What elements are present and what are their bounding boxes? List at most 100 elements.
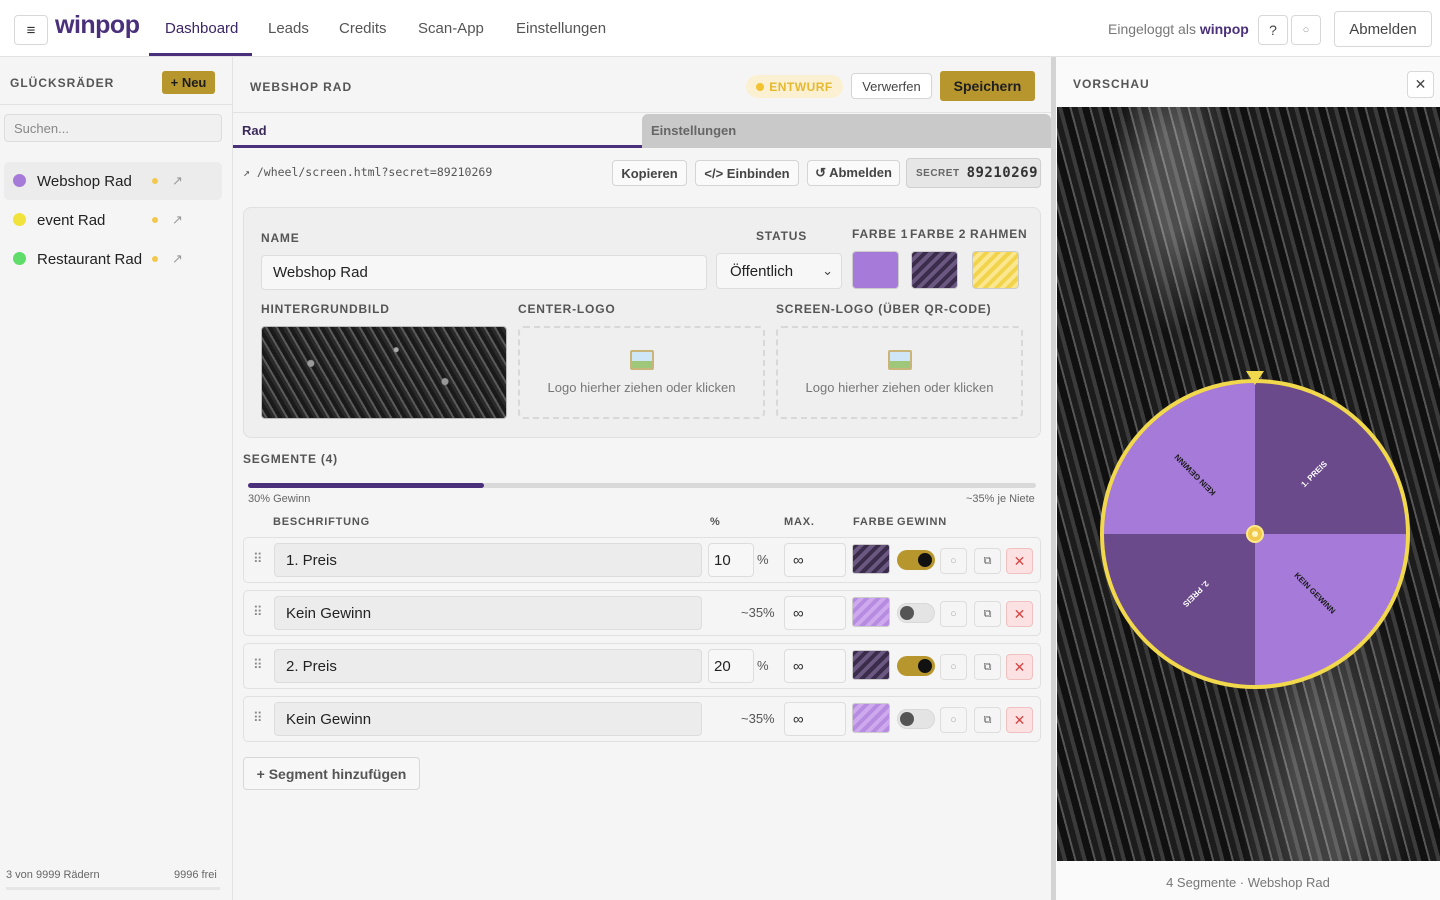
- win-toggle[interactable]: [897, 550, 935, 570]
- drag-handle-icon[interactable]: ⠿: [253, 551, 263, 566]
- divider: [0, 104, 232, 105]
- wheel-segment: [1102, 381, 1255, 534]
- wheel-segment: [1102, 534, 1255, 687]
- image-upload-icon[interactable]: ○: [940, 707, 967, 733]
- frame-color-swatch[interactable]: [972, 251, 1019, 289]
- color1-swatch[interactable]: [852, 251, 899, 289]
- wheel-color-dot: [13, 252, 26, 265]
- max-input[interactable]: ∞: [784, 543, 846, 577]
- username: winpop: [1199, 21, 1249, 37]
- resize-handle[interactable]: [1051, 57, 1056, 900]
- image-upload-icon[interactable]: ○: [940, 601, 967, 627]
- wheel-item-restaurant[interactable]: Restaurant Rad ↗: [4, 240, 222, 278]
- divider: [233, 112, 1051, 113]
- tab-rad[interactable]: Rad: [233, 114, 642, 148]
- status-select[interactable]: Öffentlich ⌄: [716, 253, 842, 289]
- toggle-knob: [900, 606, 914, 620]
- segments-title: SEGMENTE (4): [243, 452, 338, 466]
- max-input[interactable]: ∞: [784, 596, 846, 630]
- percent-symbol: %: [757, 658, 769, 673]
- background-image-thumbnail[interactable]: [261, 326, 507, 419]
- preview-panel: VORSCHAU ✕ 1. PREIS KEIN GEWINN 2. PREIS KE…: [1056, 57, 1440, 900]
- top-bar: ≡ winpop Dashboard Leads Credits Scan-Ap…: [0, 0, 1440, 57]
- sidebar: GLÜCKSRÄDER + Neu Webshop Rad ↗ event Ra…: [0, 57, 233, 900]
- win-probability-fill: [248, 483, 485, 488]
- logo[interactable]: winpop: [55, 11, 140, 39]
- duplicate-icon[interactable]: ⧉: [974, 707, 1001, 733]
- search-input[interactable]: [4, 114, 222, 142]
- screen-logout-button[interactable]: ↺ Abmelden: [807, 160, 900, 186]
- drag-handle-icon[interactable]: ⠿: [253, 657, 263, 672]
- open-link-icon[interactable]: ↗: [172, 212, 183, 227]
- screen-logo-label: SCREEN-LOGO (ÜBER QR-CODE): [776, 302, 992, 316]
- wheel-item-label: Webshop Rad: [37, 173, 132, 190]
- active-nav-indicator: [149, 53, 252, 56]
- screen-url[interactable]: ↗ /wheel/screen.html?secret=89210269: [243, 165, 493, 179]
- max-input[interactable]: ∞: [784, 702, 846, 736]
- color2-label: FARBE 2: [910, 227, 967, 241]
- nav-leads[interactable]: Leads: [268, 20, 309, 37]
- percent-input[interactable]: 20: [708, 649, 754, 683]
- center-logo-dropzone[interactable]: Logo hierher ziehen oder klicken: [518, 326, 765, 419]
- status-badge: ENTWURF: [746, 75, 843, 98]
- wheel-color-dot: [13, 213, 26, 226]
- menu-icon: ≡: [26, 21, 36, 39]
- segment-color-swatch[interactable]: [852, 650, 890, 680]
- segment-label-input[interactable]: Kein Gewinn: [274, 702, 702, 736]
- nav-dashboard[interactable]: Dashboard: [165, 20, 239, 37]
- delete-icon[interactable]: ✕: [1006, 548, 1033, 574]
- segment-color-swatch[interactable]: [852, 597, 890, 627]
- percent-input[interactable]: 10: [708, 543, 754, 577]
- col-header-pct: %: [710, 516, 721, 528]
- close-preview-button[interactable]: ✕: [1407, 71, 1434, 98]
- wheels-free: 9996 frei: [174, 869, 217, 881]
- nav-scan-app[interactable]: Scan-App: [418, 20, 484, 37]
- segment-color-swatch[interactable]: [852, 544, 890, 574]
- discard-button[interactable]: Verwerfen: [851, 73, 932, 99]
- drag-handle-icon[interactable]: ⠿: [253, 604, 263, 619]
- screen-logo-dropzone[interactable]: Logo hierher ziehen oder klicken: [776, 326, 1023, 419]
- delete-icon[interactable]: ✕: [1006, 707, 1033, 733]
- new-wheel-button[interactable]: + Neu: [162, 71, 215, 94]
- theme-toggle-button[interactable]: ○: [1291, 15, 1321, 45]
- wheel-center-dot: [1252, 531, 1258, 537]
- segment-label-input[interactable]: 1. Preis: [274, 543, 702, 577]
- copy-button[interactable]: Kopieren: [612, 160, 687, 186]
- image-upload-icon[interactable]: ○: [940, 548, 967, 574]
- win-toggle[interactable]: [897, 656, 935, 676]
- nav-credits[interactable]: Credits: [339, 20, 387, 37]
- embed-button[interactable]: </> Einbinden: [695, 160, 799, 186]
- segment-label-input[interactable]: 2. Preis: [274, 649, 702, 683]
- nav-settings[interactable]: Einstellungen: [516, 20, 607, 37]
- max-input[interactable]: ∞: [784, 649, 846, 683]
- secret-display: SECRET 89210269: [906, 158, 1041, 188]
- add-segment-button[interactable]: + Segment hinzufügen: [243, 757, 420, 790]
- status-dot: [756, 82, 765, 91]
- hamburger-menu-button[interactable]: ≡: [14, 15, 48, 45]
- logout-button[interactable]: Abmelden: [1334, 11, 1432, 47]
- duplicate-icon[interactable]: ⧉: [974, 601, 1001, 627]
- duplicate-icon[interactable]: ⧉: [974, 548, 1001, 574]
- open-link-icon[interactable]: ↗: [172, 173, 183, 188]
- chevron-down-icon: ⌄: [822, 263, 833, 278]
- win-toggle[interactable]: [897, 603, 935, 623]
- drag-handle-icon[interactable]: ⠿: [253, 710, 263, 725]
- duplicate-icon[interactable]: ⧉: [974, 654, 1001, 680]
- help-button[interactable]: ?: [1258, 15, 1288, 45]
- image-icon: [887, 350, 912, 370]
- wheel-item-webshop[interactable]: Webshop Rad ↗: [4, 162, 222, 200]
- save-button[interactable]: Speichern: [940, 71, 1035, 101]
- segment-color-swatch[interactable]: [852, 703, 890, 733]
- delete-icon[interactable]: ✕: [1006, 654, 1033, 680]
- wheel-item-event[interactable]: event Rad ↗: [4, 201, 222, 239]
- name-field[interactable]: [261, 255, 707, 290]
- win-toggle[interactable]: [897, 709, 935, 729]
- delete-icon[interactable]: ✕: [1006, 601, 1033, 627]
- tab-einstellungen[interactable]: Einstellungen: [642, 114, 1051, 148]
- open-link-icon[interactable]: ↗: [172, 251, 183, 266]
- segment-label-input[interactable]: Kein Gewinn: [274, 596, 702, 630]
- image-upload-icon[interactable]: ○: [940, 654, 967, 680]
- percent-symbol: %: [757, 552, 769, 567]
- color2-swatch[interactable]: [911, 251, 958, 289]
